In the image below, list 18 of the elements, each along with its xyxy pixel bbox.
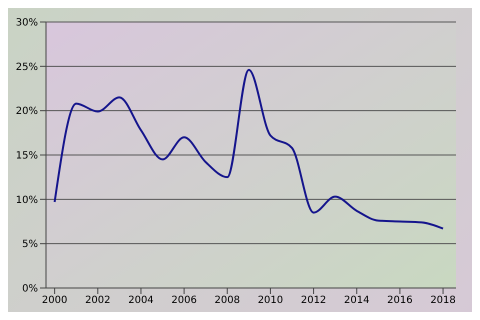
line-series — [54, 68, 444, 230]
y-tick-label: 25% — [16, 62, 38, 73]
y-tick-label: 20% — [16, 106, 38, 118]
x-tick-label: 2014 — [344, 295, 370, 306]
y-tick-label: 5% — [22, 239, 38, 250]
y-tick-label: 30% — [16, 18, 38, 29]
x-tick-label: 2010 — [258, 295, 284, 306]
x-tick-label: 2002 — [85, 295, 111, 306]
y-tick-label: 0% — [22, 284, 38, 295]
x-tick-label: 2012 — [300, 295, 326, 306]
x-tick-label: 2004 — [128, 295, 154, 306]
x-tick-label: 2016 — [387, 295, 413, 306]
x-tick-label: 2018 — [430, 295, 456, 306]
y-tick-label: 15% — [16, 150, 38, 162]
x-tick-label: 2006 — [171, 295, 197, 306]
y-tick-label: 10% — [16, 194, 38, 206]
x-tick-label: 2000 — [42, 295, 68, 306]
x-tick-label: 2008 — [214, 295, 240, 306]
